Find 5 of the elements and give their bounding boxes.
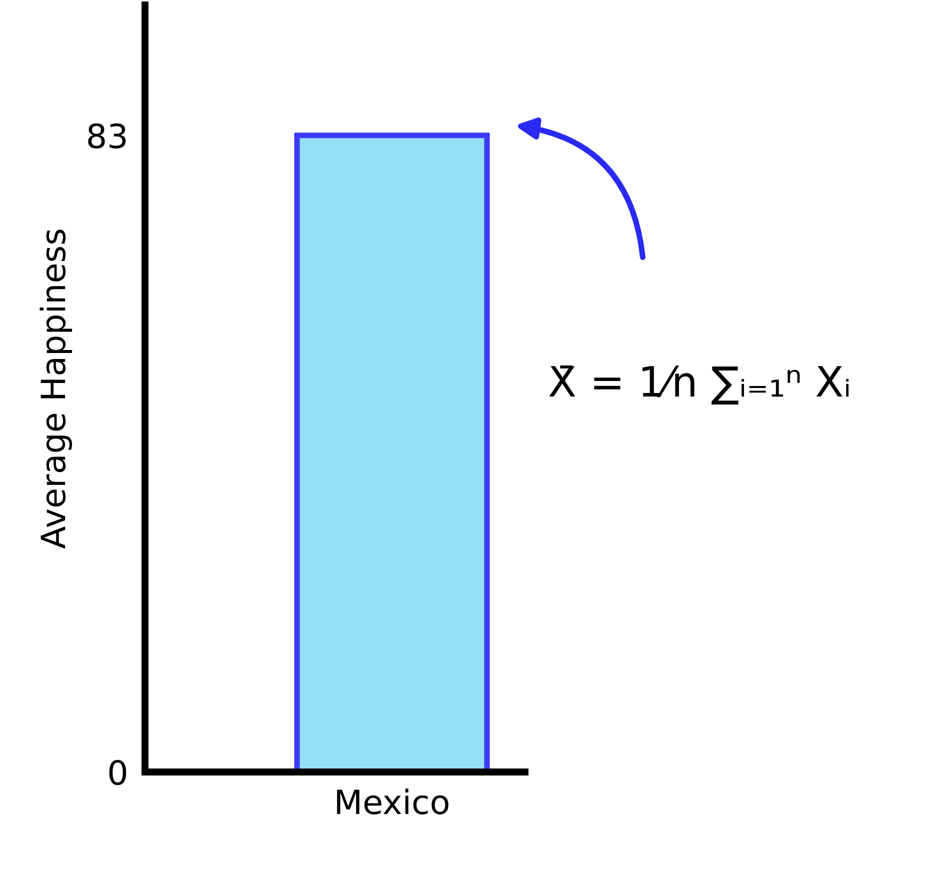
y-tick-label: 83 — [88, 123, 126, 149]
text: X̄ = 1⁄n ∑ᵢ₌₁ⁿ Xᵢ — [549, 365, 849, 404]
y-axis-title: Average Happiness — [40, 230, 72, 549]
x-tick-label: Mexico — [337, 788, 448, 814]
y-tick-label: 0 — [109, 760, 126, 786]
